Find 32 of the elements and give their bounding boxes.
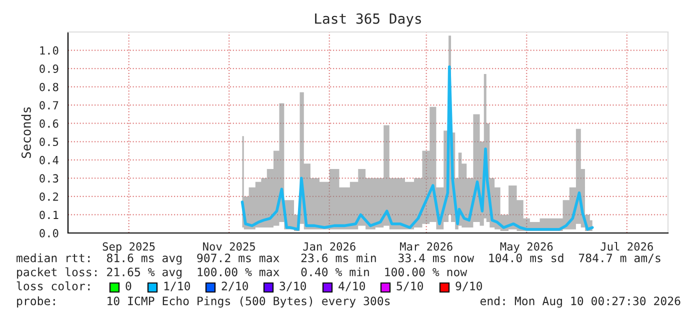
y-tick-label: 0.4 [40,156,58,164]
text: 5/10 [396,282,424,292]
y-axis-title: Seconds [21,107,31,158]
x-tick-label: Nov 2025 [203,242,255,251]
text: probe: 10 ICMP Echo Pings (500 Bytes) every 300s [17,296,390,308]
x-tick-label: Sep 2025 [102,242,155,253]
x-tick-label: Mar 2026 [400,242,452,251]
y-tick-label: 0.7 [40,101,58,110]
y-tick-label: 0.8 [40,82,58,92]
text: packet loss: 21.65 % avg 100.00 % max 0.40 % min 100.00 % now [17,267,468,279]
text: 2/10 [222,282,248,292]
text: 0 [126,282,132,290]
y-tick-label: 0.9 [40,64,58,73]
x-tick-label: Jul 2026 [600,242,653,251]
text: 4/10 [338,282,366,292]
line-series [240,65,594,231]
x-tick-label: May 2026 [500,242,553,253]
text: end: Mon Aug 10 00:27:30 2026 [480,296,680,308]
text: 9/10 [456,282,482,292]
text: loss color: [16,281,90,290]
y-tick-label: 0.5 [40,138,58,146]
text: median rtt: 81.6 ms avg 907.2 ms max 23.6 ms min 33.4 ms now 104.0 ms sd 784.7 m am/s [16,253,660,265]
y-tick-label: 1.0 [40,46,58,55]
text: 1/10 [164,282,190,292]
chart-title: Last 365 Days [315,13,421,27]
x-tick-label: Jan 2026 [303,242,356,251]
text: 3/10 [280,282,306,292]
y-tick-label: 0.1 [40,210,58,220]
y-tick-label: 0.0 [40,229,58,238]
y-tick-label: 0.2 [40,192,58,201]
y-tick-label: 0.6 [40,119,58,128]
y-tick-label: 0.3 [40,174,58,183]
